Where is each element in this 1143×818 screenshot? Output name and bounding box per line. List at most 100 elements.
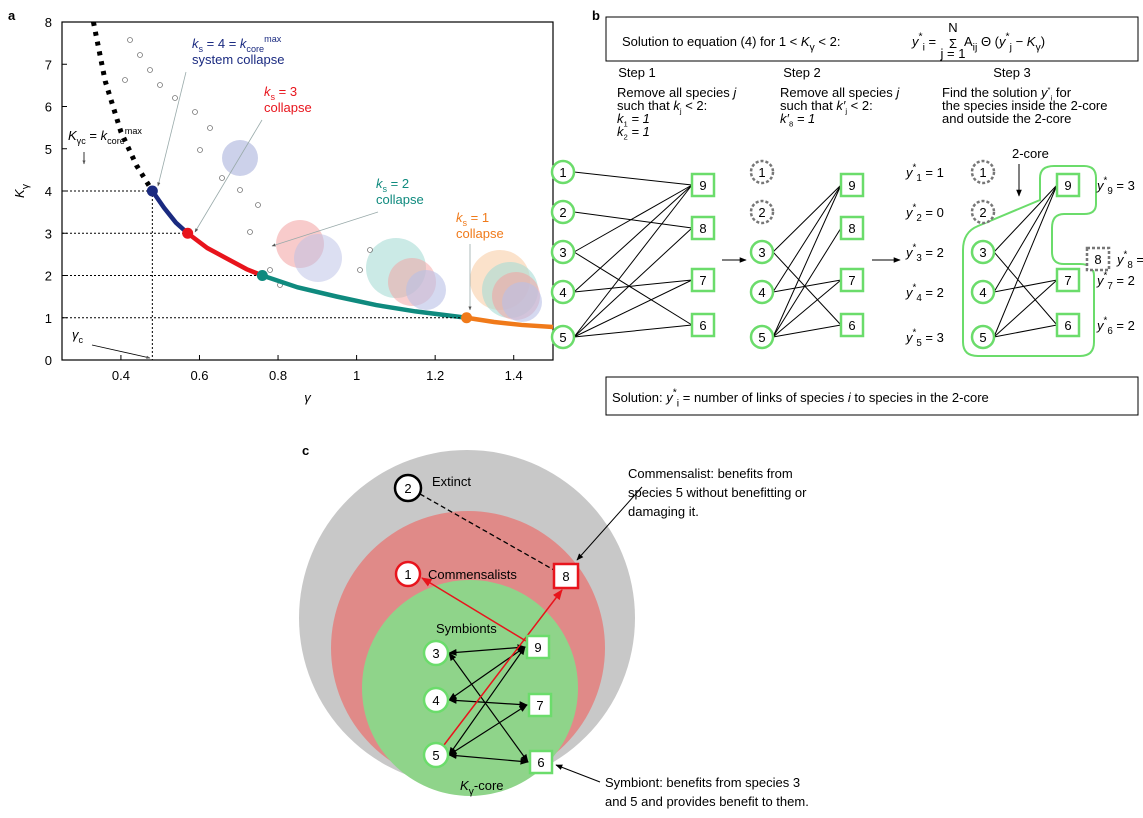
y-tick-label: 4 [45, 184, 52, 199]
network-icon [294, 234, 342, 282]
species-label: 5 [432, 748, 439, 763]
species-label: 9 [534, 640, 541, 655]
x-tick-label: 1.4 [505, 368, 523, 383]
text-part: * [1104, 176, 1108, 187]
note: Commensalist: benefits from [628, 466, 793, 481]
panel-label: b [592, 8, 600, 23]
y-tick-label: 3 [45, 226, 52, 241]
species-label: 4 [758, 285, 765, 300]
link [574, 172, 692, 185]
step-label: Step 1 [618, 65, 656, 80]
zone-label: Symbionts [436, 621, 497, 636]
network-icon [502, 282, 542, 322]
text-part: = [925, 34, 936, 49]
network-node-icon [368, 248, 373, 253]
text-part: collapse [456, 226, 504, 241]
species-label: 6 [699, 318, 706, 333]
annotation: ks = 4 = kcoremax [192, 34, 282, 54]
zone-label: Commensalists [428, 567, 517, 582]
text-part: = 2 [387, 176, 409, 191]
species-label: 3 [979, 245, 986, 260]
text-part: * [919, 30, 923, 42]
y-star-value: y*5 = 3 [905, 328, 944, 350]
y-star-value: y*8 = 1 [1116, 250, 1143, 272]
species-label: 6 [537, 755, 544, 770]
text-part: * [1104, 316, 1108, 327]
link [994, 325, 1057, 337]
text-part: ) [1041, 34, 1045, 49]
sum-limit: N [948, 20, 957, 35]
network-node-icon [128, 38, 133, 43]
link [994, 280, 1057, 292]
species-label: 4 [432, 693, 439, 708]
x-tick-label: 0.8 [269, 368, 287, 383]
text-part: < 2: [682, 98, 708, 113]
link [773, 185, 841, 292]
step-text: k2 = 1 [617, 124, 650, 141]
annotation: collapse [376, 192, 424, 207]
note-arrow [556, 765, 600, 782]
series-line [152, 191, 187, 233]
text-part: = 4 = [203, 36, 240, 51]
species-label: 2 [559, 205, 566, 220]
text-part: = 2 [922, 285, 944, 300]
text-part: = 2 [1113, 273, 1135, 288]
species-label: 4 [979, 285, 986, 300]
link [994, 185, 1057, 292]
panel-label: c [302, 443, 309, 458]
species-label: 9 [1064, 178, 1071, 193]
text-part: * [913, 163, 917, 174]
text-part: Θ ( [977, 34, 999, 49]
equation: Aij Θ (y*j − Kγ) [964, 30, 1045, 53]
y-tick-label: 5 [45, 142, 52, 157]
x-tick-label: 1.2 [426, 368, 444, 383]
text-part: and outside the 2-core [942, 111, 1071, 126]
text-part: system collapse [192, 52, 284, 67]
annotation: Kγc = kcoremax [68, 126, 142, 146]
text-part: = 0 [922, 205, 944, 220]
solution-text: Solution: y*i = number of links of speci… [612, 386, 989, 409]
text-part: Solution to equation (4) for 1 < [622, 34, 801, 49]
box-title: Solution to equation (4) for 1 < Kγ < 2: [622, 34, 840, 54]
network-node-icon [123, 78, 128, 83]
species-label: 9 [699, 178, 706, 193]
y-star-value: y*6 = 2 [1096, 316, 1135, 338]
species-label: 3 [432, 646, 439, 661]
species-label: 8 [848, 221, 855, 236]
network-node-icon [248, 230, 253, 235]
x-axis-label: γ [304, 390, 312, 405]
y-star-value: y*2 = 0 [905, 203, 944, 225]
text-part: to species in the 2-core [851, 390, 989, 405]
text-part: = [86, 128, 101, 143]
collapse-point [461, 312, 472, 323]
text-part: = number of links of species [679, 390, 848, 405]
link [574, 325, 692, 337]
text-part: * [913, 328, 917, 339]
text-part: max [264, 34, 282, 44]
species-label: 6 [848, 318, 855, 333]
text-part: = 1 [628, 124, 650, 139]
annotation: collapse [456, 226, 504, 241]
species-label: 8 [1094, 252, 1101, 267]
text-part: * [1124, 250, 1128, 261]
step-label: Step 3 [993, 65, 1031, 80]
species-label: 1 [404, 567, 411, 582]
text-part: < 2: [815, 34, 841, 49]
network-node-icon [256, 203, 261, 208]
text-part: c [79, 335, 84, 345]
species-label: 8 [562, 569, 569, 584]
y-axis-label: Kγ [12, 183, 32, 198]
y-tick-label: 1 [45, 311, 52, 326]
sum-limit: j = 1 [940, 46, 966, 61]
y-star-value: y*3 = 2 [905, 243, 944, 265]
species-label: 7 [536, 698, 543, 713]
equation: y*i = [911, 30, 936, 53]
annotation: system collapse [192, 52, 284, 67]
text-part: core [107, 136, 125, 146]
network-node-icon [198, 148, 203, 153]
text-part: A [964, 34, 973, 49]
species-label: 9 [848, 178, 855, 193]
y-tick-label: 6 [45, 100, 52, 115]
text-part: = 3 [1113, 178, 1135, 193]
text-part: Solution: [612, 390, 666, 405]
